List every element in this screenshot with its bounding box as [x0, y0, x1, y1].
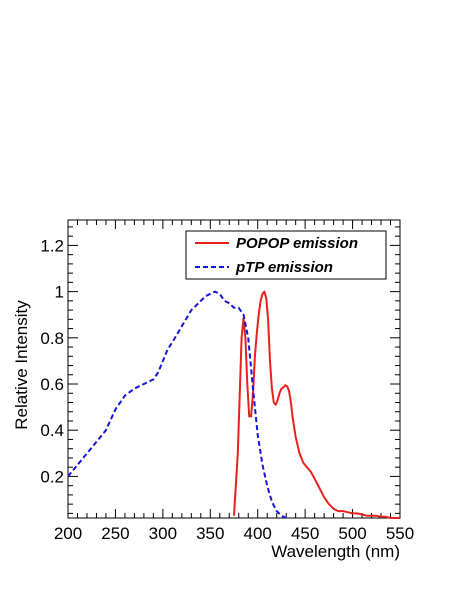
x-tick-label: 450	[291, 524, 319, 543]
y-tick-label: 0.2	[40, 467, 64, 486]
y-tick-label: 1	[55, 283, 64, 302]
x-tick-label: 350	[196, 524, 224, 543]
y-tick-label: 0.4	[40, 421, 64, 440]
plot-frame	[67, 219, 401, 519]
x-tick-label: 250	[101, 524, 129, 543]
legend-box	[185, 230, 387, 280]
series-line-popop	[233, 290, 400, 519]
x-tick-label: 550	[386, 524, 414, 543]
legend-label-popop: POPOP emission	[236, 235, 358, 252]
y-tick-label: 1.2	[40, 236, 64, 255]
axis-ticks: 200 250 300 350 400 450 500 550 0.2 0.4 0.6 0.8 1 1.2	[40, 220, 414, 543]
series-line-ptp	[67, 290, 287, 519]
y-axis-title: Relative Intensity	[12, 300, 31, 430]
x-tick-label: 400	[244, 524, 272, 543]
x-tick-label: 200	[54, 524, 82, 543]
legend-label-ptp: pTP emission	[235, 259, 333, 276]
data-series	[67, 290, 400, 519]
x-tick-label: 500	[338, 524, 366, 543]
x-axis-title: Wavelength (nm)	[271, 542, 400, 561]
legend: POPOP emission pTP emission	[185, 230, 387, 280]
x-tick-label: 300	[149, 524, 177, 543]
y-tick-label: 0.6	[40, 375, 64, 394]
y-tick-label: 0.8	[40, 329, 64, 348]
